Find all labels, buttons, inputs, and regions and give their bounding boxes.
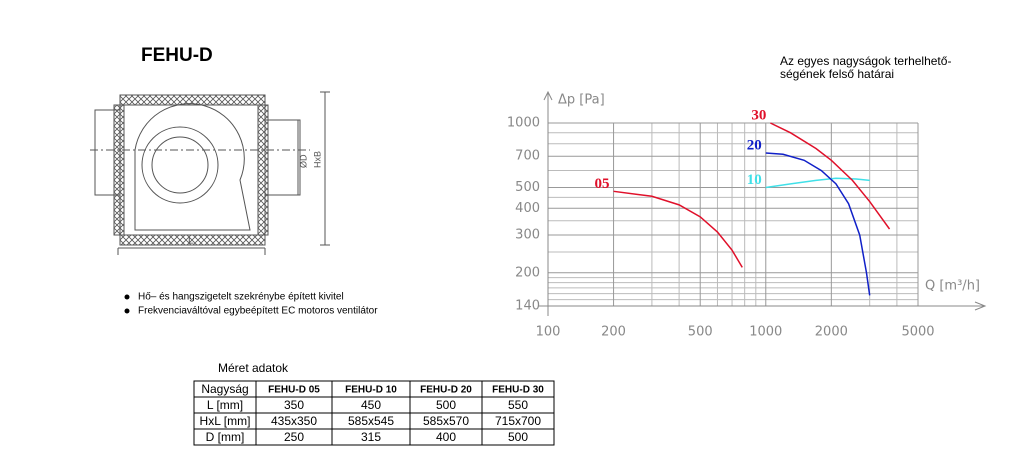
dim-label: L: [188, 236, 194, 247]
cell-text: 585x545: [348, 414, 394, 428]
cell-text: 715x700: [495, 414, 541, 428]
curve: [613, 190, 743, 268]
bullet-text: Frekvenciaváltóval egybeépített EC motor…: [138, 306, 378, 317]
title: FEHU-D: [141, 45, 213, 66]
x-tick-label: 1000: [749, 325, 782, 340]
cell-text: 350: [284, 398, 304, 412]
cell-text: 400: [436, 430, 456, 444]
series-label: 10: [747, 172, 762, 188]
curve: [765, 152, 871, 296]
y-tick-label: 1000: [507, 116, 540, 131]
cell-text: 315: [361, 430, 381, 444]
chart-title: Az egyes nagyságok terhelhető-: [780, 54, 951, 68]
chart: 100 200 500 1000 2000 5000 140 200 300 400 500 700 1…: [507, 90, 987, 340]
cell-text: L [mm]: [207, 398, 243, 412]
series-label: 05: [595, 176, 610, 192]
cell-text: 550: [508, 398, 528, 412]
cell-text: FEHU-D 20: [420, 385, 472, 396]
series-label: 20: [747, 137, 762, 153]
x-tick-label: 100: [536, 325, 561, 340]
x-tick-label: 200: [601, 325, 626, 340]
cell-text: D [mm]: [206, 430, 245, 444]
y-tick-label: 140: [515, 299, 540, 314]
x-axis-label: Q [m³/h]: [925, 279, 980, 294]
cell-text: 500: [508, 430, 528, 444]
y-tick-label: 500: [515, 180, 540, 195]
dim-label: HxB: [312, 151, 322, 168]
table: Nagyság FEHU-D 05 FEHU-D 10 FEHU-D 20 FEHU-D…: [193, 380, 555, 446]
cell-text: FEHU-D 05: [268, 385, 320, 396]
y-tick-label: 200: [515, 265, 540, 280]
chart-title: ségének felső határai: [780, 67, 894, 81]
series-label: 30: [751, 107, 766, 123]
cell-text: Nagyság: [201, 382, 248, 396]
table-cell: [481, 428, 555, 446]
cell-text: FEHU-D 10: [345, 385, 397, 396]
cell-text: FEHU-D 30: [492, 385, 544, 396]
schematic: [90, 91, 330, 255]
cell-text: HxL [mm]: [200, 414, 251, 428]
cell-text: 450: [361, 398, 381, 412]
bullet: [124, 308, 130, 314]
x-tick-label: 500: [688, 325, 713, 340]
x-tick-label: 2000: [815, 325, 848, 340]
table-caption: Méret adatok: [218, 361, 289, 375]
curve: [770, 122, 891, 230]
y-tick-label: 300: [515, 228, 540, 243]
cell-text: 500: [436, 398, 456, 412]
y-axis-label: Δp [Pa]: [558, 93, 605, 108]
bullet: [124, 294, 130, 300]
dim-label: ØD: [298, 154, 308, 168]
y-tick-label: 400: [515, 201, 540, 216]
y-tick-label: 700: [515, 149, 540, 164]
axis: [538, 90, 987, 316]
bullet-text: Hő– és hangszigetelt szekrénybe épített …: [138, 292, 344, 303]
cell-text: 435x350: [271, 414, 317, 428]
cell-text: 585x570: [423, 414, 469, 428]
curve: [765, 177, 870, 189]
x-tick-label: 5000: [901, 325, 934, 340]
cell-text: 250: [284, 430, 304, 444]
